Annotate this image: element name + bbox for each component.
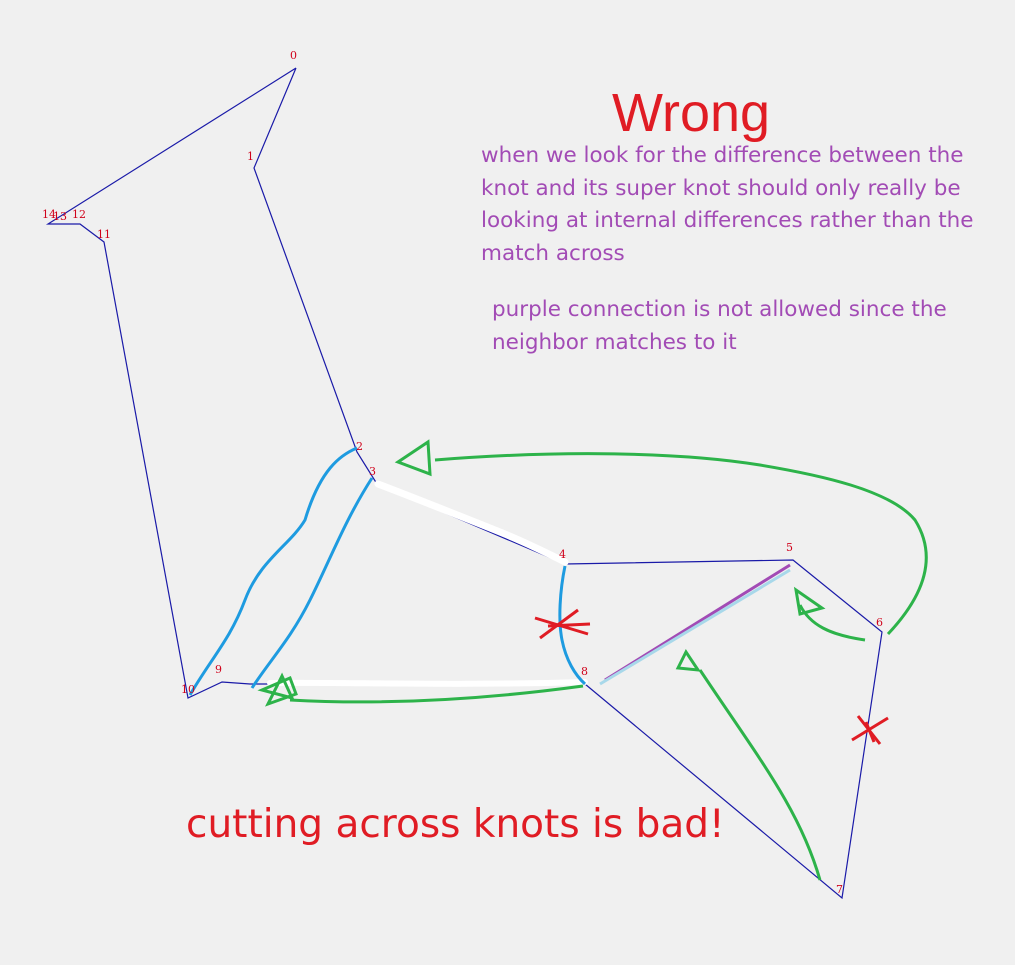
vertex-label-6: 6 [876, 616, 883, 629]
polygon-outline [45, 67, 883, 900]
vertex-label-2: 2 [356, 440, 363, 453]
vertex-label-12: 12 [72, 208, 86, 221]
vertex-label-3: 3 [369, 465, 376, 478]
vertex-label-14: 14 [42, 208, 56, 221]
vertex-label-4: 4 [559, 548, 566, 561]
vertex-label-5: 5 [786, 541, 793, 554]
white-cut-line-bottom [267, 679, 588, 687]
title-wrong: Wrong [612, 83, 771, 143]
green-arrowhead-top [394, 439, 432, 477]
note-line: when we look for the difference between … [481, 143, 964, 168]
blue-connection-left-inner [250, 477, 374, 689]
vertex-label-8: 8 [581, 665, 588, 678]
vertex-label-7: 7 [836, 883, 843, 896]
note-line: looking at internal differences rather t… [481, 208, 974, 233]
green-arrowhead-from-6 [793, 586, 826, 616]
vertex-label-0: 0 [290, 49, 297, 62]
green-arrow-from-6-curve [798, 604, 866, 642]
note-line: purple connection is not allowed since t… [492, 297, 947, 322]
white-cut-line-top [374, 480, 569, 566]
vertex-label-10: 10 [181, 683, 195, 696]
note-difference: when we look for the difference between … [481, 140, 974, 270]
blue-connection-left-outer [188, 446, 358, 696]
vertex-label-1: 1 [247, 150, 254, 163]
green-arrow-bottom-curve [289, 684, 584, 704]
note-line: knot and its super knot should only real… [481, 175, 961, 201]
vertex-label-9: 9 [215, 663, 222, 676]
vertex-label-13: 13 [53, 210, 67, 223]
note-purple-connection: purple connection is not allowed since t… [492, 294, 947, 359]
green-scribble-arrowhead-bottom [257, 672, 298, 707]
bottom-warning-text: cutting across knots is bad! [186, 802, 725, 847]
green-arrowhead-from-7 [675, 649, 702, 672]
light-blue-connection [599, 568, 791, 686]
red-x-mark-center [534, 608, 591, 640]
green-arrow-top-curve [434, 452, 928, 636]
blue-connection-center [558, 565, 587, 686]
green-arrow-from-7-curve [698, 669, 822, 881]
note-line: match across [481, 240, 625, 266]
red-x-mark-right [851, 715, 889, 745]
note-line: neighbor matches to it [492, 329, 737, 355]
vertex-label-11: 11 [97, 228, 111, 241]
